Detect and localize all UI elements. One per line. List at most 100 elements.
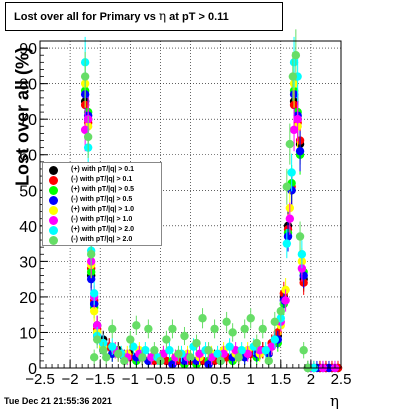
x-tick-label: 2 [307, 371, 315, 388]
chart-title: Lost over all for Primary vs η at pT > 0… [5, 2, 283, 31]
data-point [287, 168, 296, 177]
grid-lines [40, 41, 341, 368]
data-point [114, 349, 123, 358]
data-point [219, 349, 228, 358]
legend-label: (+) with pT/|q| > 2.0 [71, 226, 135, 233]
data-point [264, 356, 273, 366]
data-point [234, 353, 243, 362]
axes: −2.5 −2 −1.5 −1 −0.5 0 0.5 1 1.5 2 2.5 0 10 20 30 40 50 6… [19, 40, 351, 388]
legend-label: (+) with pT/|q| > 0.5 [71, 186, 135, 193]
data-point [174, 349, 183, 358]
legend: (+) with pT/|q| > 0.1 (-) with pT/|q| > 0… [42, 162, 162, 246]
chart-title-suffix: at pT > 0.11 [169, 11, 229, 23]
data-point [186, 353, 195, 362]
data-point [80, 125, 90, 135]
data-point [295, 232, 305, 241]
y-tick-label: 60 [19, 148, 37, 165]
data-point [237, 346, 246, 355]
data-point [289, 58, 299, 67]
x-tick-label: 0 [186, 371, 194, 388]
data-point [80, 72, 90, 81]
data-point [102, 353, 111, 362]
legend-label: (+) with pT/|q| > 1.0 [71, 206, 135, 213]
data-point [89, 353, 99, 362]
data-point [282, 182, 292, 191]
legend-label: (+) with pT/|q| > 0.1 [71, 166, 135, 173]
data-point [210, 324, 219, 334]
data-point [83, 132, 93, 142]
data-point [261, 346, 270, 355]
legend-marker [49, 166, 58, 175]
data-point [228, 328, 237, 337]
data-point [285, 139, 295, 149]
data-point [129, 342, 138, 351]
data-point [270, 335, 279, 344]
x-tick-label: 1 [247, 371, 255, 388]
data-point [222, 317, 231, 326]
data-point [246, 314, 255, 323]
data-point [99, 346, 108, 355]
data-point [147, 353, 156, 362]
data-point [293, 114, 302, 124]
data-point [168, 324, 177, 334]
data-point [204, 346, 213, 355]
data-point [283, 232, 293, 241]
y-tick-label: 70 [19, 112, 37, 129]
data-point [126, 335, 135, 344]
legend-entry: (-) with pT/|q| > 2.0 [47, 235, 161, 245]
x-tick-label: 1.5 [270, 371, 291, 388]
data-point [225, 342, 234, 351]
legend-label: (-) with pT/|q| > 0.1 [71, 176, 133, 183]
legend-entry: (+) with pT/|q| > 0.1 [47, 165, 161, 175]
data-point [165, 346, 174, 355]
data-point [289, 125, 299, 135]
data-point [299, 271, 308, 280]
legend-marker [49, 196, 58, 205]
y-tick-label: 0 [28, 361, 37, 378]
legend-entry: (-) with pT/|q| > 1.0 [47, 215, 161, 225]
data-point [295, 146, 305, 156]
y-tick-label: 90 [19, 41, 37, 58]
y-tick-label: 10 [19, 325, 37, 342]
legend-marker [49, 226, 58, 235]
legend-marker [49, 236, 58, 245]
data-point [132, 321, 141, 330]
x-tick-label: −1 [122, 371, 139, 388]
data-point [89, 306, 99, 316]
data-point [86, 250, 96, 259]
legend-marker [49, 186, 58, 195]
data-point [108, 342, 117, 351]
data-point [240, 324, 249, 334]
x-tick-label: 0.5 [210, 371, 231, 388]
data-point [291, 51, 301, 60]
y-tick-label: 20 [19, 290, 37, 307]
data-point [213, 349, 222, 358]
data-point [288, 72, 298, 81]
y-axis-label: Lost over all (%) [12, 46, 33, 187]
legend-marker [49, 216, 58, 225]
x-axis-label: η [330, 392, 339, 410]
x-tick-label: −2.5 [25, 371, 55, 388]
data-point [120, 356, 129, 366]
y-tick-label: 40 [19, 219, 37, 236]
data-point [162, 335, 171, 344]
data-point [285, 214, 295, 223]
legend-label: (-) with pT/|q| > 1.0 [71, 216, 133, 223]
data-point [108, 324, 117, 334]
legend-label: (-) with pT/|q| > 2.0 [71, 236, 133, 243]
legend-entry: (+) with pT/|q| > 0.5 [47, 185, 161, 195]
legend-entry: (-) with pT/|q| > 0.1 [47, 175, 161, 185]
data-point [144, 324, 153, 334]
data-point [92, 335, 102, 344]
data-point [92, 321, 102, 330]
legend-entry: (+) with pT/|q| > 1.0 [47, 205, 161, 215]
data-point [180, 331, 189, 341]
data-point [276, 306, 285, 316]
chart-title-prefix: Lost over all for Primary vs [14, 11, 156, 23]
data-point [297, 250, 307, 259]
legend-entry: (+) with pT/|q| > 2.0 [47, 225, 161, 235]
legend-marker [49, 176, 58, 185]
data-point [297, 264, 307, 273]
data-point [138, 353, 147, 362]
